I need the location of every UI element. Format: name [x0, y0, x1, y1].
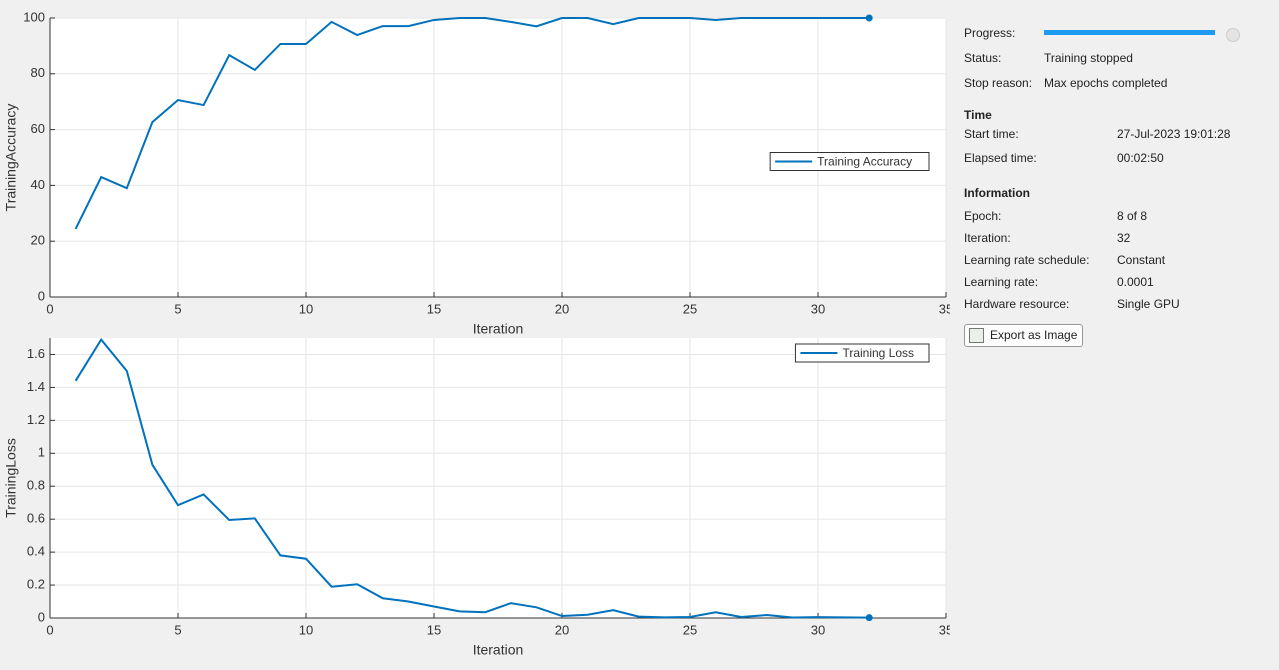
y-tick-label: 80 — [31, 65, 45, 80]
label: Status: — [964, 51, 1002, 65]
label: Iteration: — [964, 231, 1011, 245]
value: 8 of 8 — [1117, 209, 1148, 223]
label: Learning rate: — [964, 275, 1039, 289]
end-marker — [865, 14, 873, 22]
plot-area — [50, 338, 946, 618]
value: Single GPU — [1117, 297, 1180, 311]
line — [74, 17, 870, 230]
value: Training stopped — [1044, 51, 1133, 65]
y-axis-label: TrainingAccuracy — [3, 104, 19, 212]
x-tick-label: 0 — [46, 622, 53, 637]
x-tick-label: 25 — [683, 301, 697, 316]
stop-button[interactable] — [1226, 28, 1240, 42]
y-tick-label: 60 — [31, 121, 45, 136]
value: 32 — [1117, 231, 1131, 245]
value: Constant — [1117, 253, 1166, 267]
legend: Training Accuracy — [769, 152, 930, 171]
x-tick-label: 20 — [555, 622, 569, 637]
value: 27-Jul-2023 19:01:28 — [1117, 127, 1231, 141]
x-tick-label: 35 — [939, 622, 950, 637]
line — [74, 337, 870, 619]
y-tick-label: 0.2 — [27, 576, 45, 591]
y-tick-label: 1.4 — [27, 379, 45, 394]
label: Progress: — [964, 26, 1016, 40]
heading: Information — [964, 186, 1030, 200]
label: Start time: — [964, 127, 1019, 141]
x-tick-label: 30 — [811, 622, 825, 637]
x-tick-label: 10 — [299, 301, 313, 316]
x-tick-label: 35 — [939, 301, 950, 316]
progress-bar — [1044, 30, 1215, 35]
value: 0.0001 — [1117, 275, 1154, 289]
y-tick-label: 1.2 — [27, 412, 45, 427]
legend-box — [794, 343, 930, 363]
x-tick-label: 20 — [555, 301, 569, 316]
legend-label: Training Accuracy — [817, 155, 912, 169]
legend-label: Training Loss — [842, 346, 914, 360]
label: Stop reason: — [964, 76, 1033, 90]
heading: Time — [964, 108, 992, 122]
y-tick-label: 0.6 — [27, 511, 45, 526]
y-axis-label: TrainingLoss — [3, 438, 19, 518]
label: Elapsed time: — [964, 151, 1037, 165]
charts: 0 5 10 15 20 25 30 35020406080100IterationTrain… — [3, 9, 950, 658]
end-marker — [865, 614, 873, 622]
x-tick-label: 30 — [811, 301, 825, 316]
y-tick-label: 1 — [38, 445, 45, 460]
label: Learning rate schedule: — [964, 253, 1090, 267]
y-tick-label: 0.8 — [27, 478, 45, 493]
export-button[interactable]: Export as Image — [964, 324, 1083, 347]
x-tick-label: 10 — [299, 622, 313, 637]
value: Max epochs completed — [1044, 76, 1168, 90]
y-tick-label: 100 — [23, 9, 45, 24]
x-axis-label: Iteration — [473, 642, 524, 658]
y-tick-label: 0 — [38, 609, 45, 624]
value: 00:02:50 — [1117, 151, 1164, 165]
x-tick-label: 15 — [427, 301, 441, 316]
x-tick-label: 0 — [46, 301, 53, 316]
label: Epoch: — [964, 209, 1002, 223]
legend-box — [769, 152, 930, 171]
x-axis-label: Iteration — [473, 321, 524, 337]
x-tick-label: 15 — [427, 622, 441, 637]
x-tick-label: 5 — [174, 301, 181, 316]
button-label: Export as Image — [990, 328, 1078, 342]
y-tick-label: 20 — [31, 233, 45, 248]
x-tick-label: 25 — [683, 622, 697, 637]
y-tick-label: 0 — [38, 288, 45, 303]
x-tick-label: 5 — [174, 622, 181, 637]
y-tick-label: 0.4 — [27, 544, 45, 559]
legend: Training Loss — [794, 343, 930, 363]
label: Hardware resource: — [964, 297, 1070, 311]
icon — [969, 328, 984, 343]
y-tick-label: 40 — [31, 177, 45, 192]
y-tick-label: 1.6 — [27, 346, 45, 361]
